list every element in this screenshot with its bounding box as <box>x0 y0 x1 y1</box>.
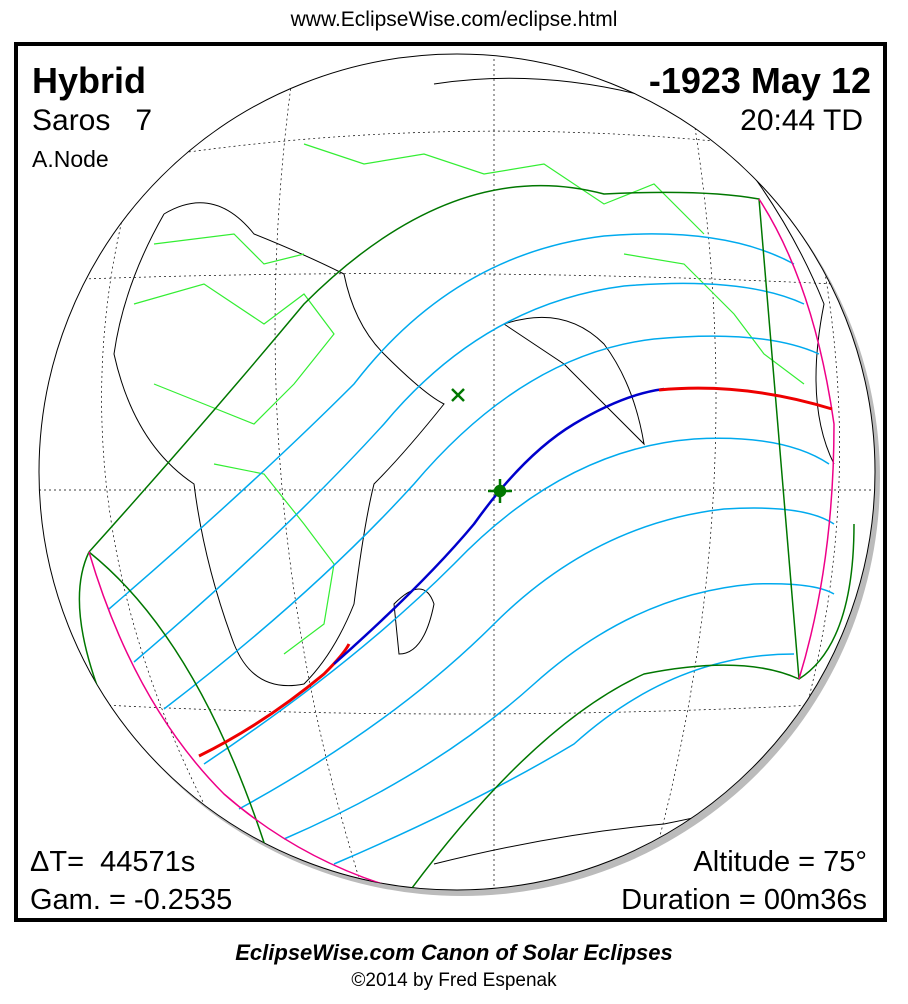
eclipse-node: A.Node <box>32 146 109 172</box>
delta-t: ΔT= 44571s <box>30 846 196 878</box>
altitude: Altitude = 75° <box>693 846 867 878</box>
eclipse-type: Hybrid <box>32 60 147 101</box>
eclipse-map-frame: Hybrid -1923 May 12 Saros 7 20:44 TD A.N… <box>14 42 887 922</box>
header-url: www.EclipseWise.com/eclipse.html <box>290 8 618 31</box>
eclipse-time: 20:44 TD <box>740 104 863 137</box>
globe-outline <box>38 53 876 891</box>
globe-map <box>38 53 880 896</box>
magnitude-lines <box>108 233 835 865</box>
sub-solar-point-marker <box>451 388 465 402</box>
central-line-annular-west <box>198 643 351 758</box>
graticule <box>39 54 875 890</box>
footer-copyright: ©2014 by Fred Espenak <box>351 970 557 991</box>
saros-number: 7 <box>135 104 153 137</box>
gamma: Gam. = -0.2535 <box>30 884 233 916</box>
saros: Saros 7 <box>32 104 152 138</box>
footer-title: EclipseWise.com Canon of Solar Eclipses <box>235 940 673 965</box>
eclipse-date: -1923 May 12 <box>648 60 871 101</box>
greatest-eclipse-marker <box>488 479 512 503</box>
rise-set-curves <box>88 198 835 890</box>
saros-label: Saros <box>32 104 111 137</box>
duration: Duration = 00m36s <box>621 884 867 916</box>
political-borders <box>133 143 805 655</box>
central-line-annular-east <box>658 386 833 411</box>
